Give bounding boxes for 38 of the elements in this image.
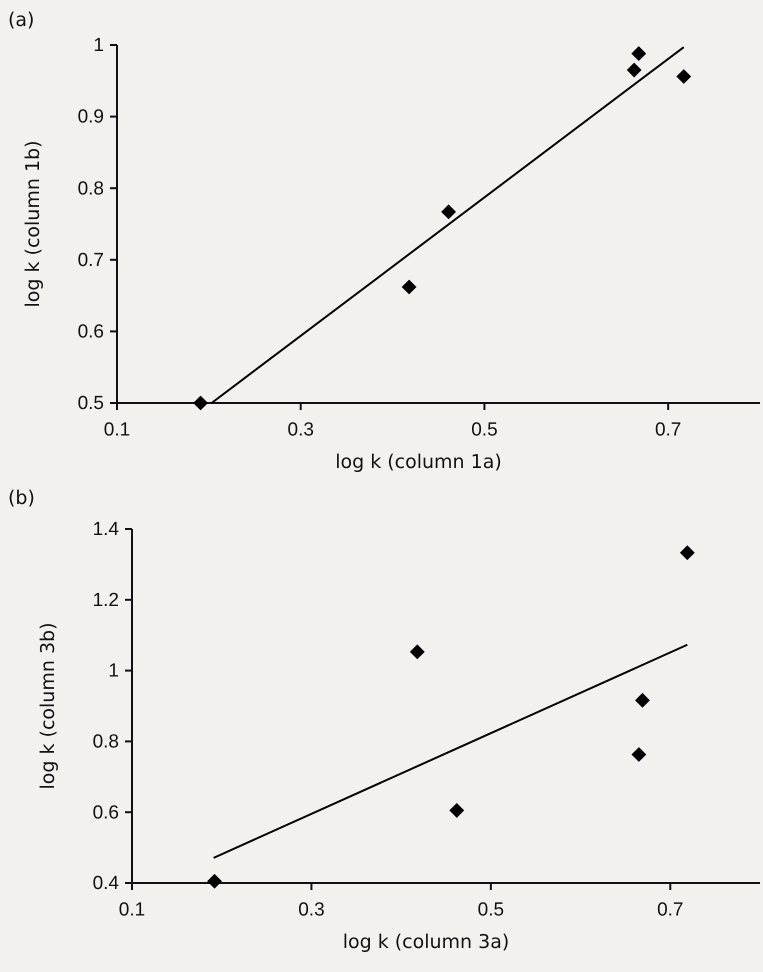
- y-axis-title: log k (column 1b): [22, 140, 44, 308]
- point: [449, 803, 464, 818]
- x-tick-label: 0.5: [471, 419, 498, 440]
- point: [631, 46, 646, 62]
- x-tick-label: 0.1: [104, 419, 130, 440]
- point: [193, 396, 208, 410]
- x-tick-label: 0.7: [657, 899, 684, 920]
- x-tick-label: 0.1: [118, 899, 146, 920]
- y-tick-label: 1.2: [92, 590, 119, 611]
- point: [635, 692, 650, 708]
- y-tick-label: 0.8: [92, 731, 119, 752]
- point: [676, 69, 692, 84]
- y-tick-label: 0.6: [78, 321, 104, 342]
- y-tick-label: 0.6: [92, 802, 119, 824]
- x-tick-label: 0.3: [298, 899, 325, 920]
- x-axis-title: log k (column 1a): [335, 451, 502, 473]
- point: [631, 747, 646, 762]
- point: [441, 204, 456, 220]
- chart-title: (b): [8, 487, 35, 509]
- y-tick-label: 0.8: [78, 178, 104, 200]
- x-axis-title: log k (column 3a): [342, 931, 510, 953]
- point: [207, 874, 222, 889]
- y-axis-title: log k (column 3b): [37, 622, 59, 790]
- point: [402, 280, 417, 294]
- y-tick-label: 0.4: [92, 873, 120, 894]
- y-tick-label: 0.7: [78, 250, 104, 271]
- point: [626, 62, 642, 78]
- point: [410, 644, 425, 660]
- y-tick-label: 0.5: [78, 393, 104, 414]
- x-tick-label: 0.3: [288, 419, 314, 440]
- chart-title: (a): [8, 9, 34, 31]
- y-tick-label: 1: [93, 35, 104, 56]
- y-tick-label: 1: [108, 660, 119, 682]
- y-tick-label: 0.9: [78, 106, 104, 128]
- x-tick-label: 0.7: [654, 419, 682, 440]
- point: [680, 545, 695, 560]
- y-tick-label: 1.4: [92, 519, 120, 540]
- x-tick-label: 0.5: [478, 899, 504, 920]
